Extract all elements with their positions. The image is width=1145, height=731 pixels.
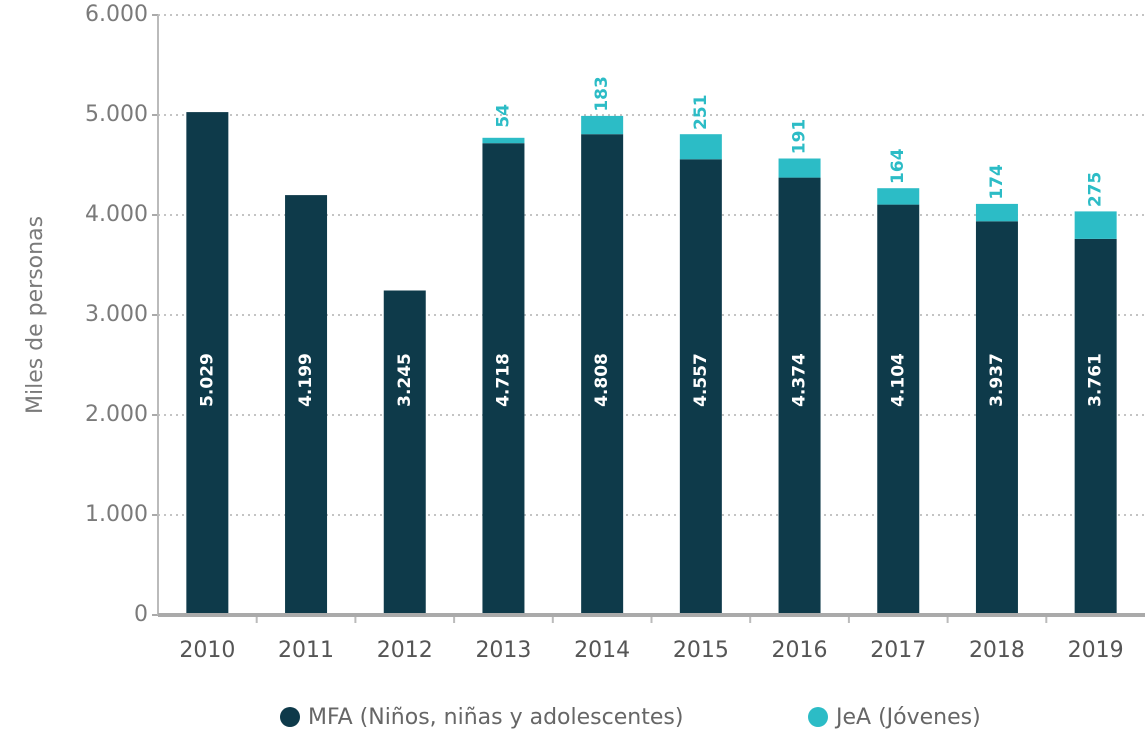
value-label: 3.761	[1086, 353, 1106, 407]
value-label: 174	[987, 164, 1007, 200]
value-label: 4.718	[493, 353, 513, 407]
bar-segment	[679, 159, 722, 616]
x-tick-label: 2018	[969, 638, 1025, 663]
x-tick-label: 2012	[377, 638, 433, 663]
x-tick-label: 2019	[1068, 638, 1124, 663]
y-tick-label: 6.000	[85, 2, 148, 27]
x-tick-label: 2014	[574, 638, 630, 663]
bar-segment	[1074, 238, 1117, 615]
value-label: 164	[888, 148, 908, 184]
value-label: 3.937	[987, 353, 1007, 407]
x-tick-label: 2013	[475, 638, 531, 663]
y-tick-label: 5.000	[85, 102, 148, 127]
bar-segment	[482, 143, 525, 615]
y-axis-label: Miles de personas	[23, 216, 48, 414]
x-tick-label: 2011	[278, 638, 334, 663]
value-label: 3.245	[395, 353, 415, 407]
bar-segment	[186, 112, 229, 615]
bar-segment	[877, 188, 920, 205]
y-tick-label: 2.000	[85, 402, 148, 427]
bar-segment	[1074, 211, 1117, 239]
x-tick-label: 2010	[179, 638, 235, 663]
value-label: 4.374	[790, 353, 810, 407]
value-label: 4.104	[888, 353, 908, 407]
bar-segment	[778, 158, 821, 178]
bar-segment	[975, 221, 1018, 616]
bar-segment	[778, 177, 821, 615]
value-label: 183	[592, 76, 612, 112]
bar-segment	[285, 195, 328, 615]
bar-segment	[482, 137, 525, 144]
legend-marker	[280, 707, 300, 727]
value-label: 191	[790, 119, 810, 155]
value-label: 4.199	[296, 353, 316, 407]
legend-label: MFA (Niños, niñas y adolescentes)	[308, 705, 683, 730]
x-tick-label: 2016	[772, 638, 828, 663]
bar-segment	[877, 204, 920, 615]
bar-segment	[975, 203, 1018, 222]
x-tick-label: 2015	[673, 638, 729, 663]
value-label: 4.808	[592, 353, 612, 407]
value-label: 251	[691, 94, 711, 130]
y-tick-label: 3.000	[85, 302, 148, 327]
legend-label: JeA (Jóvenes)	[834, 705, 981, 730]
value-label: 4.557	[691, 353, 711, 407]
value-label: 275	[1086, 172, 1106, 208]
bar-segment	[383, 290, 426, 615]
x-tick-label: 2017	[870, 638, 926, 663]
legend-marker	[808, 707, 828, 727]
y-tick-label: 4.000	[85, 202, 148, 227]
bar-segment	[679, 134, 722, 160]
y-tick-label: 1.000	[85, 502, 148, 527]
bar-segment	[581, 115, 624, 135]
value-label: 5.029	[197, 353, 217, 407]
bar-segment	[581, 134, 624, 615]
value-label: 54	[493, 104, 513, 128]
y-tick-label: 0	[134, 602, 148, 627]
